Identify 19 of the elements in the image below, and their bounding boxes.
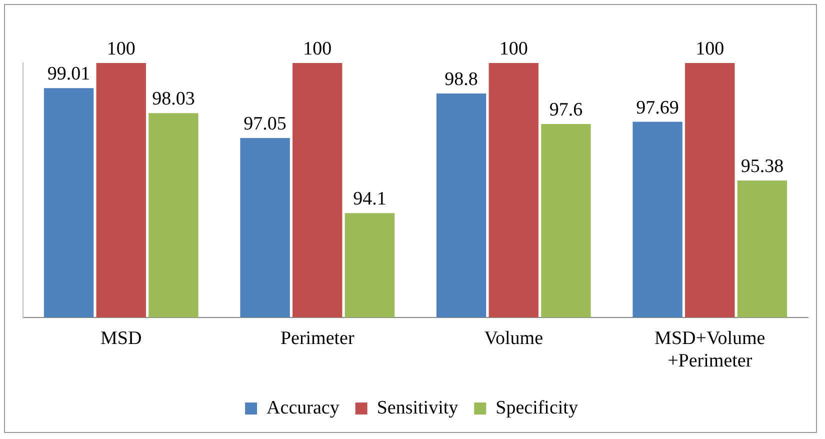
data-label: 100 [499,38,528,60]
data-label: 100 [106,38,136,60]
x-tick-label: Perimeter [280,328,355,349]
x-tick-label: MSD [100,328,142,349]
data-label: 97.6 [549,100,583,121]
data-label: 98.03 [152,88,195,110]
data-label: 99.01 [47,64,90,85]
legend-label: Specificity [496,397,578,418]
data-label: 97.05 [244,114,286,135]
data-label: 100 [696,38,724,60]
legend-label: Accuracy [266,397,340,418]
data-label: 95.38 [740,156,784,178]
data-label: 94.1 [353,188,386,210]
x-tick-label: Volume [484,328,544,349]
data-label: 98.8 [444,69,478,90]
x-tick-label: MSD+Volume +Perimeter [654,328,766,372]
legend-label: Sensitivity [376,397,459,418]
data-label: 97.69 [636,97,679,118]
data-label: 100 [303,38,332,60]
